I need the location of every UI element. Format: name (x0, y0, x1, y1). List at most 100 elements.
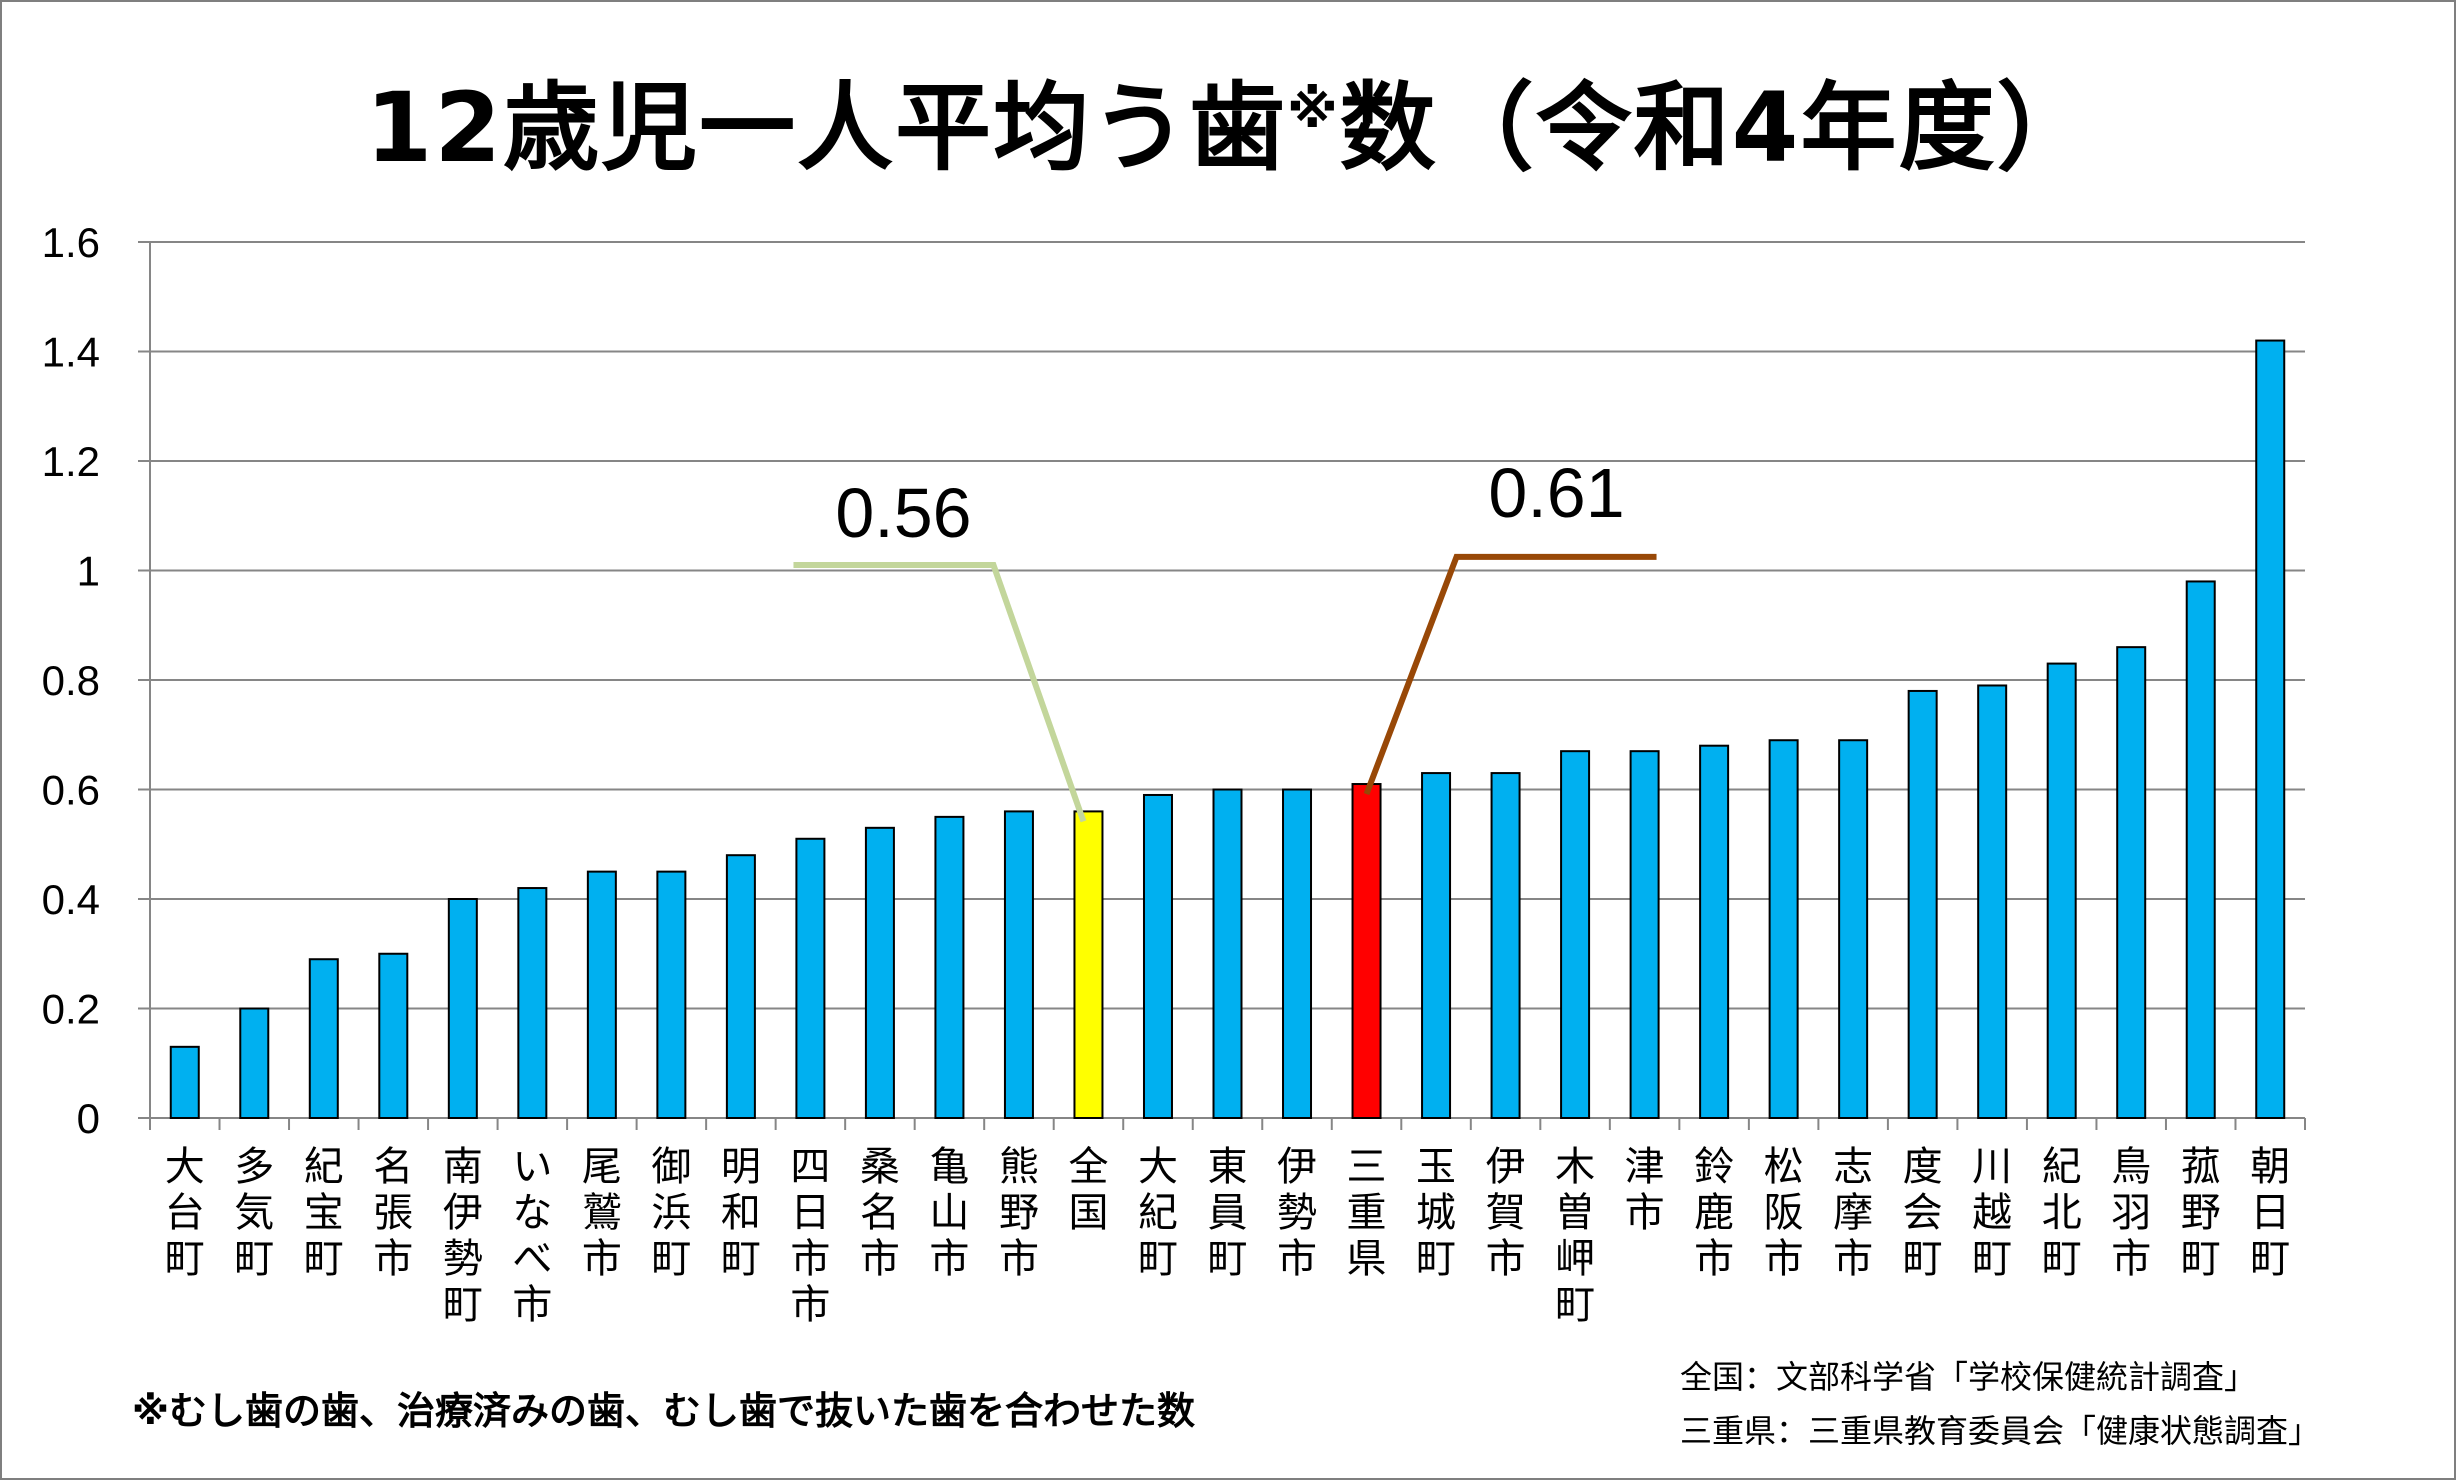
category-label-志摩市: 市 (1833, 1236, 1873, 1282)
category-label-四日市市: 四 (790, 1144, 830, 1190)
category-label-川越町: 川 (1972, 1144, 2012, 1190)
y-tick-label: 0 (77, 1095, 100, 1142)
category-label-四日市市: 日 (790, 1190, 830, 1236)
category-label-川越町: 町 (1972, 1236, 2012, 1282)
bar-大台町 (169, 1045, 200, 1119)
category-label-御浜町: 町 (651, 1236, 691, 1282)
category-label-津市: 津 (1625, 1144, 1665, 1190)
bar-菰野町 (2185, 580, 2216, 1119)
bar-紀宝町 (308, 958, 339, 1119)
y-tick-label: 0.8 (42, 657, 100, 704)
chart-title: 12歳児一人平均う歯※数（令和4年度） (0, 40, 2460, 198)
bar-朝日町 (2255, 339, 2286, 1119)
category-label-四日市市: 市 (790, 1282, 830, 1328)
footnote: ※むし歯の歯、治療済みの歯、むし歯で抜いた歯を合わせた数 (132, 1389, 1195, 1433)
bar-鳥羽市 (2116, 646, 2147, 1120)
y-tick-label: 0.6 (42, 767, 100, 814)
y-tick-label: 0.4 (42, 876, 100, 923)
category-label-いなべ市: な (512, 1190, 552, 1236)
category-label-尾鷲市: 鷲 (582, 1190, 622, 1236)
bar-紀北町 (2046, 662, 2077, 1119)
bar-伊賀市 (1490, 772, 1521, 1119)
category-label-明和町: 町 (721, 1236, 761, 1282)
category-label-尾鷲市: 尾 (582, 1144, 622, 1190)
category-label-亀山市: 山 (929, 1190, 969, 1236)
category-label-いなべ市: べ (512, 1236, 552, 1282)
bar-鈴鹿市 (1699, 744, 1730, 1119)
category-label-伊賀市: 伊 (1486, 1144, 1526, 1190)
category-label-熊野市: 熊 (999, 1144, 1039, 1190)
category-label-志摩市: 摩 (1833, 1190, 1873, 1236)
y-tick-label: 1.4 (42, 329, 100, 376)
category-label-川越町: 越 (1972, 1190, 2012, 1236)
category-label-東員町: 東 (1208, 1144, 1248, 1190)
bar-三重県 (1351, 783, 1382, 1120)
category-label-全国: 全 (1068, 1144, 1108, 1190)
category-label-三重県: 三 (1347, 1144, 1387, 1190)
category-label-玉城町: 玉 (1416, 1144, 1456, 1190)
category-label-度会町: 会 (1903, 1190, 1943, 1236)
category-label-木曽岬町: 町 (1555, 1282, 1595, 1328)
bar-志摩市 (1838, 739, 1869, 1119)
category-label-多気町: 多 (234, 1144, 274, 1190)
category-label-南伊勢町: 勢 (443, 1236, 483, 1282)
category-label-東員町: 町 (1208, 1236, 1248, 1282)
category-label-鳥羽市: 鳥 (2111, 1144, 2151, 1190)
category-label-紀北町: 北 (2042, 1190, 2082, 1236)
title-main: 12歳児一人平均う歯 (365, 72, 1288, 184)
title-suffix: 数（令和4年度） (1339, 72, 2095, 184)
category-label-尾鷲市: 市 (582, 1236, 622, 1282)
category-label-名張市: 張 (373, 1190, 413, 1236)
category-label-鈴鹿市: 鈴 (1694, 1144, 1734, 1190)
category-label-朝日町: 朝 (2250, 1144, 2290, 1190)
bar-尾鷲市 (586, 870, 617, 1119)
category-label-伊賀市: 賀 (1486, 1190, 1526, 1236)
y-tick-label: 0.2 (42, 986, 100, 1033)
bar-全国 (1073, 810, 1104, 1120)
callout-line-national (793, 562, 1087, 823)
category-label-東員町: 員 (1208, 1190, 1248, 1236)
category-label-紀宝町: 宝 (304, 1190, 344, 1236)
category-label-菰野町: 町 (2181, 1236, 2221, 1282)
category-label-紀北町: 町 (2042, 1236, 2082, 1282)
bar-名張市 (378, 952, 409, 1119)
category-label-南伊勢町: 南 (443, 1144, 483, 1190)
bar-明和町 (725, 854, 756, 1119)
category-label-いなべ市: 市 (512, 1282, 552, 1328)
bar-度会町 (1907, 689, 1938, 1119)
category-label-朝日町: 町 (2250, 1236, 2290, 1282)
bar-東員町 (1212, 788, 1243, 1119)
category-label-御浜町: 御 (651, 1144, 691, 1190)
source-national: 全国：文部科学省「学校保健統計調査」 (1680, 1358, 2257, 1396)
category-label-志摩市: 志 (1833, 1144, 1873, 1190)
category-label-亀山市: 市 (929, 1236, 969, 1282)
bar-玉城町 (1421, 772, 1452, 1119)
y-tick-label: 1.2 (42, 438, 100, 485)
callout-label-全国: 0.56 (835, 474, 971, 552)
category-label-菰野町: 野 (2181, 1190, 2221, 1236)
category-label-木曽岬町: 曽 (1555, 1190, 1595, 1236)
category-label-鈴鹿市: 市 (1694, 1236, 1734, 1282)
bar-桑名市 (864, 826, 895, 1119)
bar-川越町 (1977, 684, 2008, 1119)
title-footnote-mark: ※ (1287, 80, 1340, 140)
bar-津市 (1629, 750, 1660, 1119)
category-label-三重県: 重 (1347, 1190, 1387, 1236)
category-label-南伊勢町: 伊 (443, 1190, 483, 1236)
category-label-松阪市: 阪 (1764, 1190, 1804, 1236)
category-label-紀宝町: 紀 (304, 1144, 344, 1190)
category-label-鈴鹿市: 鹿 (1694, 1190, 1734, 1236)
category-label-大台町: 台 (165, 1190, 205, 1236)
category-label-大台町: 町 (165, 1236, 205, 1282)
category-label-三重県: 県 (1347, 1236, 1387, 1282)
category-label-桑名市: 桑 (860, 1144, 900, 1190)
category-label-紀北町: 紀 (2042, 1144, 2082, 1190)
category-label-大紀町: 大 (1138, 1144, 1178, 1190)
category-label-津市: 市 (1625, 1190, 1665, 1236)
category-label-松阪市: 市 (1764, 1236, 1804, 1282)
bar-松阪市 (1768, 739, 1799, 1119)
bar-木曽岬町 (1560, 750, 1591, 1119)
category-label-桑名市: 名 (860, 1190, 900, 1236)
category-label-木曽岬町: 岬 (1555, 1236, 1595, 1282)
